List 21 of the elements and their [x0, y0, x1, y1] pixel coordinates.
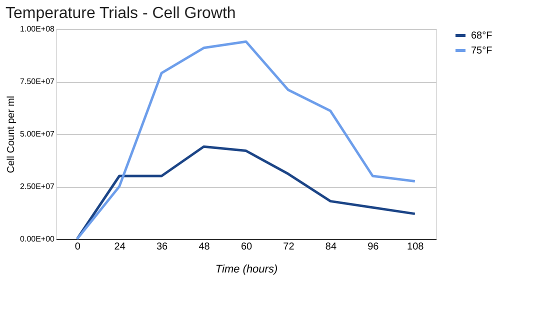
x-tick-label: 24	[114, 242, 126, 252]
x-axis-title: Time (hours)	[215, 264, 278, 276]
line-series	[76, 40, 416, 240]
y-tick-label: 2.50E+07	[20, 182, 56, 191]
chart-title: Temperature Trials - Cell Growth	[6, 5, 236, 22]
x-tick-label: 96	[368, 242, 380, 252]
x-tick-label: 72	[283, 242, 295, 252]
x-tick-label: 108	[407, 242, 424, 252]
x-tick-label: 36	[156, 242, 168, 252]
y-tick-label: 0.00E+00	[20, 234, 56, 244]
y-axis-title: Cell Count per ml	[6, 96, 18, 174]
x-tick-label: 60	[240, 242, 252, 252]
y-tick-label: 5.00E+07	[20, 130, 56, 138]
legend-label: 75°F	[471, 46, 492, 56]
line-series	[76, 145, 416, 240]
y-tick-label: 1.00E+08	[20, 24, 56, 34]
legend-label: 68°F	[471, 30, 492, 42]
x-tick-label: 48	[198, 242, 210, 252]
x-tick-label: 84	[325, 242, 337, 252]
x-tick-label: 0	[74, 242, 81, 252]
y-tick-label: 7.50E+07	[20, 77, 56, 86]
